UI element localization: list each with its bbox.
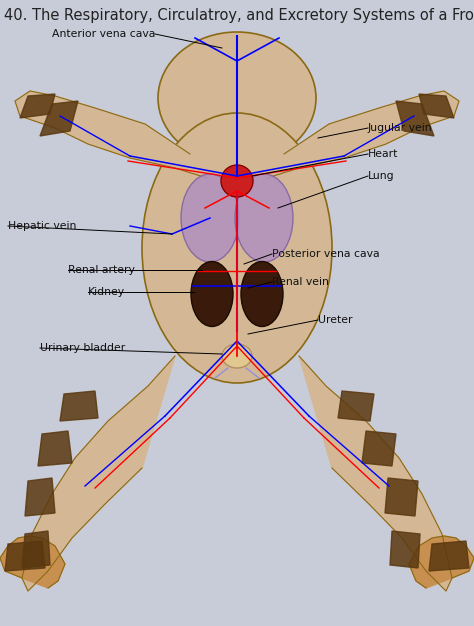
Polygon shape xyxy=(419,94,454,118)
Polygon shape xyxy=(338,391,374,421)
Polygon shape xyxy=(22,356,175,591)
Ellipse shape xyxy=(235,174,293,262)
Polygon shape xyxy=(396,101,434,136)
Ellipse shape xyxy=(181,174,239,262)
Polygon shape xyxy=(299,356,452,591)
Polygon shape xyxy=(267,91,459,178)
Text: Jugular vein: Jugular vein xyxy=(368,123,433,133)
Text: Anterior vena cava: Anterior vena cava xyxy=(52,29,155,39)
Ellipse shape xyxy=(191,262,233,327)
Polygon shape xyxy=(5,541,45,571)
Text: Renal artery: Renal artery xyxy=(68,265,135,275)
Polygon shape xyxy=(22,531,50,568)
Text: Renal vein: Renal vein xyxy=(272,277,329,287)
Text: Urinary bladder: Urinary bladder xyxy=(40,343,125,353)
Polygon shape xyxy=(385,478,418,516)
Polygon shape xyxy=(362,431,396,466)
Text: 40. The Respiratory, Circulatroy, and Excretory Systems of a Frog: 40. The Respiratory, Circulatroy, and Ex… xyxy=(4,8,474,23)
Ellipse shape xyxy=(241,262,283,327)
Polygon shape xyxy=(20,94,55,118)
Polygon shape xyxy=(390,531,420,568)
Polygon shape xyxy=(15,91,207,178)
Text: Ureter: Ureter xyxy=(318,315,353,325)
Polygon shape xyxy=(60,391,98,421)
Ellipse shape xyxy=(221,165,253,197)
Polygon shape xyxy=(0,536,65,588)
Polygon shape xyxy=(40,101,78,136)
Ellipse shape xyxy=(158,32,316,164)
Ellipse shape xyxy=(142,113,332,383)
Polygon shape xyxy=(429,541,469,571)
Polygon shape xyxy=(409,536,474,588)
Ellipse shape xyxy=(222,344,252,368)
Polygon shape xyxy=(25,478,55,516)
Text: Kidney: Kidney xyxy=(88,287,125,297)
Text: Heart: Heart xyxy=(368,149,398,159)
Text: Lung: Lung xyxy=(368,171,395,181)
Text: Hepatic vein: Hepatic vein xyxy=(8,221,76,231)
Text: Posterior vena cava: Posterior vena cava xyxy=(272,249,380,259)
Polygon shape xyxy=(38,431,72,466)
